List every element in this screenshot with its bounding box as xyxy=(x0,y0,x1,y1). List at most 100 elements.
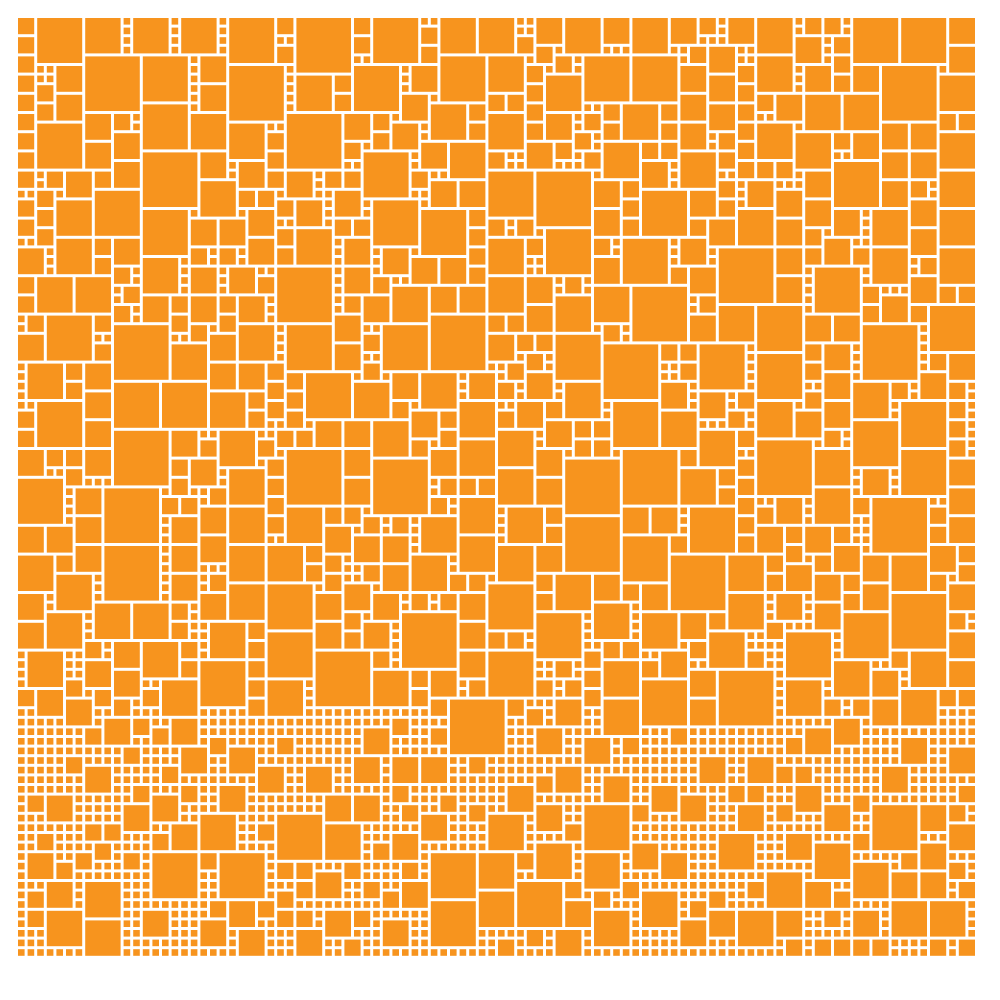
small-tile xyxy=(603,46,611,54)
small-tile xyxy=(133,930,140,937)
small-tile xyxy=(853,498,870,515)
small-tile xyxy=(123,901,131,908)
small-tile xyxy=(699,872,707,879)
small-tile xyxy=(459,690,467,697)
medium-tile xyxy=(210,392,246,428)
small-tile xyxy=(478,843,486,851)
small-tile xyxy=(507,162,515,169)
small-tile xyxy=(699,421,707,428)
small-tile xyxy=(526,699,534,707)
small-tile xyxy=(210,248,217,255)
small-tile xyxy=(680,507,687,515)
medium-tile xyxy=(459,622,486,649)
small-tile xyxy=(718,37,726,44)
small-tile xyxy=(930,795,937,803)
small-tile xyxy=(766,498,774,505)
medium-tile xyxy=(594,603,630,639)
small-tile xyxy=(94,574,102,582)
large-tile xyxy=(315,651,371,707)
small-tile xyxy=(411,152,419,159)
small-tile xyxy=(402,738,409,745)
small-tile xyxy=(738,181,745,188)
small-tile xyxy=(920,354,927,361)
small-tile xyxy=(37,104,54,121)
small-tile xyxy=(507,738,515,745)
small-tile xyxy=(18,872,25,879)
small-tile xyxy=(37,728,44,735)
small-tile xyxy=(930,747,937,755)
small-tile xyxy=(18,805,25,812)
small-tile xyxy=(930,190,937,198)
small-tile xyxy=(94,594,102,601)
small-tile xyxy=(661,747,668,755)
small-tile xyxy=(632,872,639,879)
small-tile xyxy=(738,901,745,908)
small-tile xyxy=(37,210,54,227)
small-tile xyxy=(18,171,35,188)
small-tile xyxy=(565,277,582,294)
medium-tile xyxy=(718,834,755,870)
small-tile xyxy=(210,776,217,783)
small-tile xyxy=(584,613,591,620)
small-tile xyxy=(46,738,54,745)
small-tile xyxy=(219,267,227,275)
medium-tile xyxy=(325,910,351,937)
small-tile xyxy=(757,94,774,111)
small-tile xyxy=(27,824,35,831)
large-tile xyxy=(402,613,457,668)
medium-tile xyxy=(162,680,198,716)
small-tile xyxy=(18,296,35,313)
small-tile xyxy=(440,594,457,611)
small-tile xyxy=(123,939,131,947)
medium-tile xyxy=(382,248,409,275)
small-tile xyxy=(459,814,467,822)
small-tile xyxy=(536,229,543,236)
small-tile xyxy=(277,325,284,332)
small-tile xyxy=(670,776,678,783)
medium-tile xyxy=(680,152,716,188)
small-tile xyxy=(315,920,323,927)
large-tile xyxy=(37,123,83,169)
small-tile xyxy=(786,786,793,793)
small-tile xyxy=(642,776,649,783)
small-tile xyxy=(584,766,591,774)
medium-tile xyxy=(536,843,572,879)
small-tile xyxy=(728,402,735,409)
small-tile xyxy=(776,670,783,678)
large-tile xyxy=(421,210,467,255)
small-tile xyxy=(123,795,131,803)
small-tile xyxy=(267,843,275,851)
small-tile xyxy=(162,488,169,495)
small-tile xyxy=(123,920,131,927)
small-tile xyxy=(968,930,975,937)
small-tile xyxy=(190,939,198,947)
small-tile xyxy=(200,574,207,582)
medium-tile xyxy=(469,373,495,399)
small-tile xyxy=(363,613,371,620)
medium-tile xyxy=(200,594,227,620)
small-tile xyxy=(680,766,687,774)
small-tile xyxy=(555,661,572,678)
medium-tile xyxy=(805,315,831,342)
small-tile xyxy=(680,901,687,908)
small-tile xyxy=(661,930,668,937)
small-tile xyxy=(536,795,543,803)
small-tile xyxy=(690,306,697,313)
small-tile xyxy=(853,699,870,716)
small-tile xyxy=(411,786,419,793)
small-tile xyxy=(478,478,495,495)
small-tile xyxy=(85,843,92,851)
small-tile xyxy=(85,690,92,697)
small-tile xyxy=(747,786,764,803)
small-tile xyxy=(325,718,332,726)
small-tile xyxy=(949,939,956,947)
small-tile xyxy=(958,786,975,803)
small-tile xyxy=(901,670,908,678)
small-tile xyxy=(411,594,428,611)
medium-tile xyxy=(190,219,217,246)
small-tile xyxy=(334,258,342,265)
small-tile xyxy=(411,171,428,188)
medium-tile xyxy=(344,238,371,265)
small-tile xyxy=(267,738,275,745)
small-tile xyxy=(536,574,553,591)
